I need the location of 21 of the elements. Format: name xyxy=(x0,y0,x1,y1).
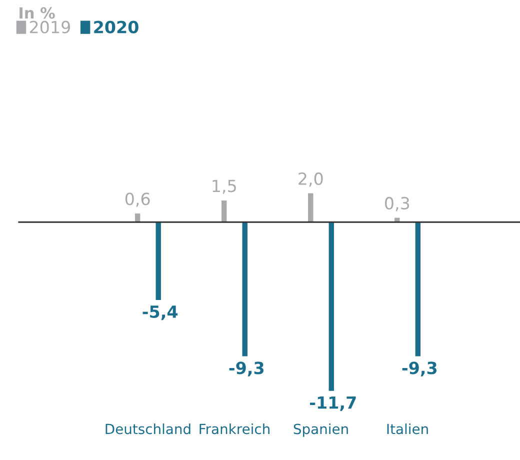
data-label: -5,4 xyxy=(142,306,178,320)
data-label: -11,7 xyxy=(310,396,356,412)
data-label: -9,3 xyxy=(402,362,437,376)
legend-label: 2019 xyxy=(30,20,70,34)
data-label: 2,0 xyxy=(298,172,323,187)
x-tick-label: Spanien xyxy=(294,423,348,437)
x-tick-label: Italien xyxy=(387,423,428,434)
bar xyxy=(156,222,161,300)
data-label: 0,6 xyxy=(125,192,150,207)
bar xyxy=(222,200,227,222)
data-label: 1,5 xyxy=(212,180,236,194)
bar xyxy=(328,222,334,391)
bar xyxy=(415,222,421,356)
data-label: -9,3 xyxy=(229,362,264,376)
x-tick-label: Deutschland xyxy=(106,423,190,434)
bar xyxy=(308,193,314,222)
chart-title: In % xyxy=(20,7,55,19)
bar xyxy=(242,222,248,356)
legend-label: 2020 xyxy=(94,20,138,34)
data-label: 0,3 xyxy=(384,196,410,212)
x-tick-label: Frankreich xyxy=(200,423,270,434)
